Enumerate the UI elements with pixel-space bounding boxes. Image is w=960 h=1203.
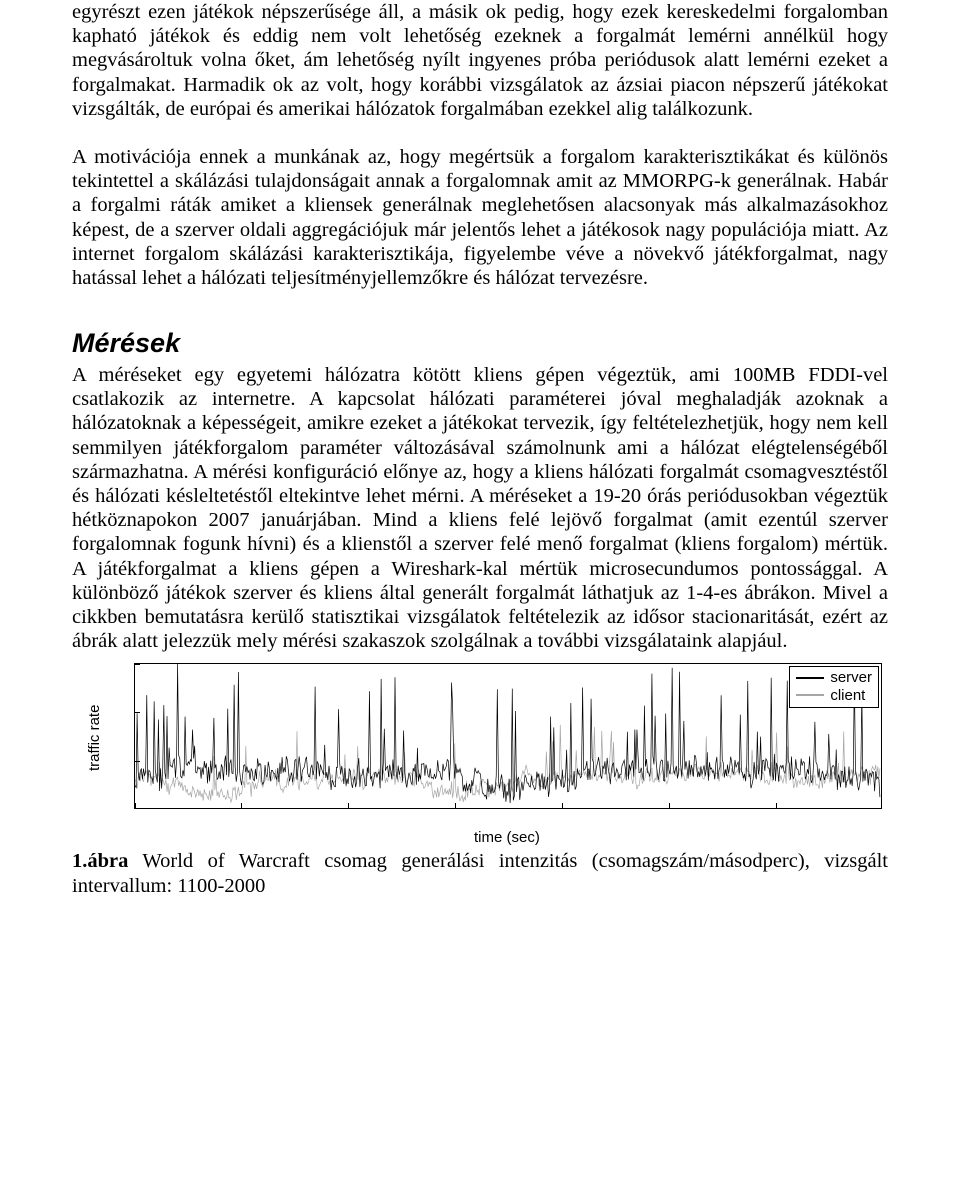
x-axis-label: time (sec) xyxy=(474,829,540,846)
xtick-label: 1000 xyxy=(332,808,365,809)
figure-caption-text: World of Warcraft csomag generálási inte… xyxy=(72,850,888,896)
paragraph-2: A motivációja ennek a munkának az, hogy … xyxy=(72,145,888,290)
traffic-chart: 01020300500100015002000250030003500traff… xyxy=(72,657,888,847)
figure-1: 01020300500100015002000250030003500traff… xyxy=(72,657,888,897)
xtick-label: 2000 xyxy=(546,808,579,809)
legend-label: server xyxy=(830,669,872,686)
xtick-label: 3000 xyxy=(759,808,792,809)
y-axis-label: traffic rate xyxy=(86,705,103,771)
legend-swatch-icon xyxy=(796,677,824,679)
xtick-label: 1500 xyxy=(439,808,472,809)
legend-label: client xyxy=(830,687,865,704)
plot-area: 01020300500100015002000250030003500 xyxy=(134,663,882,809)
section-heading: Mérések xyxy=(72,328,888,359)
series-client xyxy=(135,725,880,802)
xtick-label: 3500 xyxy=(866,808,882,809)
legend: serverclient xyxy=(789,666,879,708)
figure-caption-lead: 1.ábra xyxy=(72,850,128,872)
xtick-label: 500 xyxy=(229,808,254,809)
paragraph-1: egyrészt ezen játékok népszerűsége áll, … xyxy=(72,0,888,121)
xtick-label: 2500 xyxy=(653,808,686,809)
legend-item-client: client xyxy=(796,687,872,704)
xtick-label: 0 xyxy=(134,808,139,809)
legend-swatch-icon xyxy=(796,694,824,696)
page: egyrészt ezen játékok népszerűsége áll, … xyxy=(0,0,960,928)
paragraph-3: A méréseket egy egyetemi hálózatra kötöt… xyxy=(72,363,888,653)
figure-caption: 1.ábra World of Warcraft csomag generálá… xyxy=(72,849,888,897)
legend-item-server: server xyxy=(796,669,872,686)
